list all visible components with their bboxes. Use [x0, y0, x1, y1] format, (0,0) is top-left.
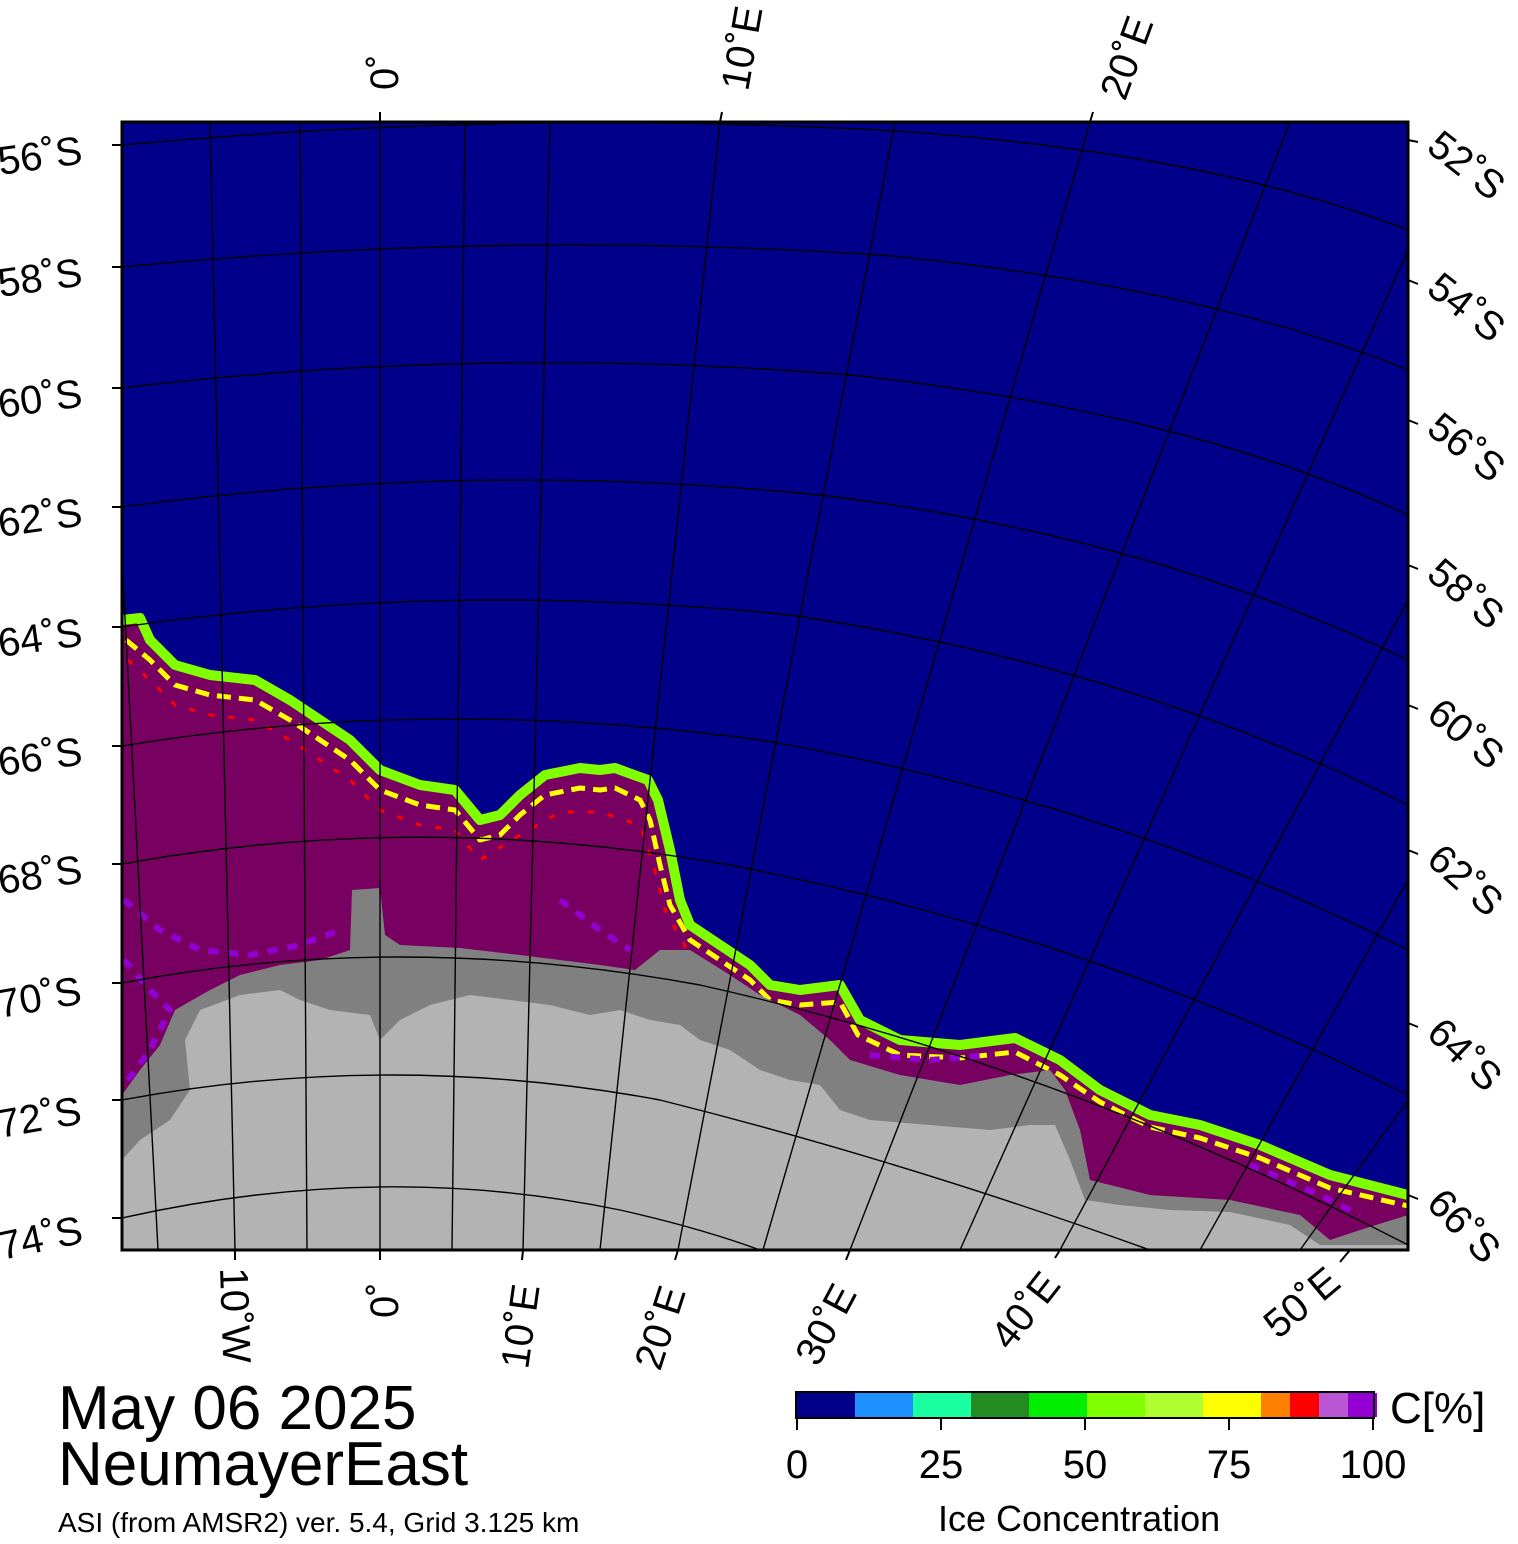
- meridian-line: [1299, 1099, 1408, 1250]
- colorbar-cell: [1319, 1393, 1348, 1417]
- map-frame: [120, 120, 1410, 1252]
- meridian-line: [677, 122, 896, 1250]
- map-layers: [122, 122, 1408, 1250]
- colorbar-cell: [855, 1393, 913, 1417]
- lat-line-70s: [122, 956, 1408, 1246]
- meridian-line: [299, 122, 308, 1250]
- colorbar-cell: [797, 1393, 855, 1417]
- ice-edge-red: [126, 658, 751, 997]
- colorbar-cell: [971, 1393, 1029, 1417]
- meridian-line: [762, 122, 1091, 1250]
- lat-label-right: 56˚S: [1419, 404, 1513, 491]
- lon-label-bottom: 50˚E: [1256, 1259, 1349, 1347]
- lon-label-bottom: 40˚E: [982, 1264, 1069, 1358]
- graticule-meridians: [122, 122, 1408, 1250]
- frame-ticks: [112, 111, 1419, 1263]
- lon-label-top: 0˚: [363, 54, 407, 90]
- ice-edge-outer: [122, 613, 1408, 1200]
- lat-line-64s: [122, 599, 1408, 806]
- colorbar-cell: [1145, 1393, 1203, 1417]
- colorbar-tick-label: 0: [785, 1443, 809, 1487]
- colorbar-cell: [1290, 1393, 1319, 1417]
- colorbar-cell: [1087, 1393, 1145, 1417]
- lat-line-72s: [122, 1074, 1151, 1250]
- colorbar-ticks: [796, 1418, 1374, 1430]
- lat-label-left: 62˚S: [0, 491, 85, 546]
- lat-label-right: 58˚S: [1419, 550, 1512, 638]
- colorbar-cells: [797, 1393, 1377, 1417]
- colorbar-tick-label: 25: [918, 1443, 964, 1487]
- colorbar-cell: [1203, 1393, 1261, 1417]
- meridian-line: [1059, 599, 1408, 1250]
- meridian-line: [959, 249, 1408, 1250]
- region-label: NeumayerEast: [58, 1430, 469, 1499]
- lon-label-top: 20˚E: [1092, 11, 1162, 105]
- lat-label-right: 64˚S: [1419, 1010, 1510, 1100]
- ice-edge-violet: [122, 897, 1362, 1218]
- colorbar-tick-label: 75: [1206, 1443, 1252, 1487]
- lat-line-58s: [122, 244, 1408, 371]
- lat-line-60s: [122, 361, 1408, 516]
- lat-label-left: 58˚S: [0, 251, 85, 306]
- lon-label-bottom: 30˚E: [787, 1277, 866, 1372]
- lat-label-left: 74˚S: [0, 1208, 87, 1269]
- lat-label-left: 64˚S: [0, 611, 85, 666]
- meridian-line: [849, 122, 1291, 1250]
- meridian-line: [1199, 879, 1408, 1250]
- graticule-latitudes: [122, 122, 1408, 1250]
- colorbar-cell: [913, 1393, 971, 1417]
- date-label: May 06 2025: [58, 1374, 417, 1443]
- lat-label-right: 66˚S: [1419, 1181, 1509, 1272]
- lon-label-bottom: 10˚W: [211, 1267, 258, 1364]
- lat-label-left: 72˚S: [0, 1089, 85, 1147]
- land-ice-area: [122, 990, 1408, 1250]
- meridian-line: [451, 122, 466, 1250]
- ice-edge-inner: [124, 638, 1408, 1209]
- lat-label-left: 60˚S: [0, 372, 85, 427]
- lat-label-right: 62˚S: [1419, 836, 1511, 925]
- lat-line-56s: [122, 122, 1408, 231]
- meridian-line: [522, 122, 551, 1250]
- meridian-line: [122, 559, 159, 1250]
- lat-line-66s: [122, 718, 1408, 951]
- lon-label-bottom: 0˚: [363, 1282, 407, 1318]
- colorbar-unit: C[%]: [1390, 1384, 1486, 1433]
- lat-line-68s: [122, 836, 1408, 1096]
- lon-label-bottom: 10˚E: [493, 1281, 548, 1371]
- lon-label-bottom: 20˚E: [627, 1281, 695, 1375]
- colorbar-cell: [1261, 1393, 1290, 1417]
- lat-label-right: 60˚S: [1419, 690, 1512, 778]
- product-label: ASI (from AMSR2) ver. 5.4, Grid 3.125 km: [58, 1507, 580, 1538]
- lon-label-top: 10˚E: [714, 3, 772, 94]
- colorbar-cell: [1029, 1393, 1087, 1417]
- lat-label-right: 52˚S: [1419, 122, 1513, 209]
- colorbar-cell: [1348, 1393, 1377, 1417]
- lat-label-right: 54˚S: [1419, 264, 1513, 351]
- meridian-line: [209, 122, 236, 1250]
- lat-label-left: 70˚S: [0, 969, 85, 1027]
- colorbar-tick-label: 50: [1062, 1443, 1108, 1487]
- meridian-line: [599, 122, 721, 1250]
- lat-line-74s: [122, 1186, 761, 1250]
- lat-line-62s: [122, 479, 1408, 661]
- colorbar-tick-label: 100: [1339, 1443, 1407, 1487]
- lat-label-left: 66˚S: [0, 730, 85, 785]
- lat-label-left: 56˚S: [0, 129, 85, 184]
- lat-label-left: 68˚S: [0, 848, 85, 903]
- colorbar-title: Ice Concentration: [938, 1498, 1221, 1539]
